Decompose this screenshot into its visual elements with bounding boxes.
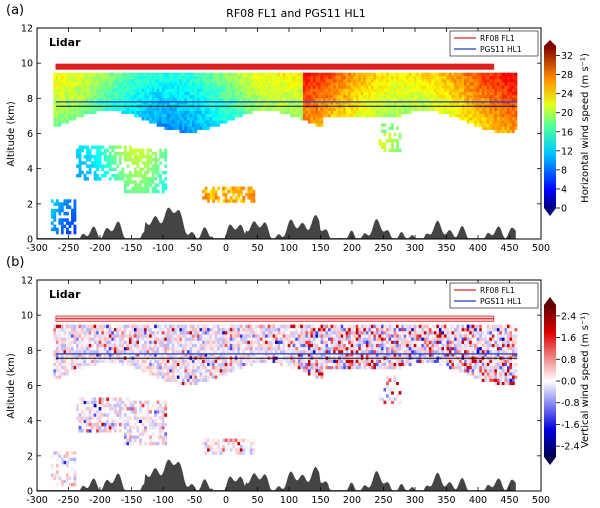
colorbar-tick-label: 16 (561, 127, 573, 138)
panel-a-legend-hl1: PGS11 HL1 (480, 45, 522, 54)
x-tick-label: -200 (89, 495, 111, 506)
x-tick-label: 0 (223, 495, 229, 506)
panel-a-frame (36, 27, 542, 240)
y-tick-label: 2 (27, 451, 33, 462)
x-tick-label: 500 (532, 495, 550, 506)
x-tick-label: -50 (187, 495, 203, 506)
x-tick-label: 250 (374, 243, 392, 254)
colorbar-tick-label: 12 (561, 146, 573, 157)
colorbar-tick-label: 0.0 (561, 377, 576, 388)
y-tick-label: 12 (21, 24, 33, 35)
y-tick-label: 2 (27, 199, 33, 210)
x-tick-label: 200 (343, 495, 361, 506)
x-tick-label: 400 (469, 495, 487, 506)
colorbar-tick-label: 28 (561, 70, 573, 81)
y-tick-label: 10 (21, 311, 33, 322)
y-tick-label: 6 (27, 381, 33, 392)
x-tick-label: -100 (152, 243, 174, 254)
panel-b: (b) -300 -250 -200 -150 -100 -50 0 50 100 150 200 2… (6, 255, 591, 506)
x-tick-label: 50 (251, 243, 263, 254)
x-tick-label: -100 (152, 495, 174, 506)
panel-b-axes: -300 -250 -200 -150 -100 -50 0 50 100 150 200 250 30… (21, 276, 550, 507)
colorbar-tick-label: 0.8 (561, 355, 576, 366)
panel-b-colorbar: -2.4 -1.6 -0.8 0.0 0.8 1.6 2.4 Vertical wind s… (544, 297, 591, 465)
terrain (37, 459, 516, 491)
x-tick-label: 150 (311, 243, 329, 254)
x-tick-label: 50 (251, 495, 263, 506)
x-tick-label: 300 (406, 495, 424, 506)
panel-a-plot-area (37, 63, 518, 239)
panel-a-label: (a) (6, 3, 24, 18)
y-tick-label: 12 (21, 276, 33, 287)
panel-b-colorbar-label: Vertical wind speed (m s⁻¹) (580, 312, 591, 448)
panel-a-colorbar-label: Horizontal wind speed (m s⁻¹) (580, 53, 591, 203)
x-tick-label: 450 (500, 243, 518, 254)
panel-b-legend: RF08 FL1 PGS11 HL1 (449, 282, 539, 309)
terrain (37, 207, 516, 239)
x-tick-label: 0 (223, 243, 229, 254)
colorbar-tick-label: 0 (561, 204, 567, 215)
y-tick-label: 10 (21, 59, 33, 70)
colorbar-tick-label: -0.8 (561, 398, 580, 409)
colorbar-tick-label: 2.4 (561, 311, 576, 322)
x-tick-label: -300 (26, 243, 48, 254)
y-tick-label: 0 (27, 487, 33, 498)
x-tick-label: -150 (121, 243, 143, 254)
colorbar-tick-label: 8 (561, 165, 567, 176)
x-tick-label: 500 (532, 243, 550, 254)
x-tick-label: 350 (437, 243, 455, 254)
y-tick-label: 4 (27, 164, 33, 175)
x-tick-label: -200 (89, 243, 111, 254)
y-tick-label: 6 (27, 129, 33, 140)
x-tick-label: 300 (406, 243, 424, 254)
panel-a-colorbar: 0 4 8 12 16 20 24 28 32 Horizontal wind speed (m… (544, 40, 591, 216)
x-tick-label: 200 (343, 243, 361, 254)
x-tick-label: -50 (187, 243, 203, 254)
panel-b-plot-area (37, 315, 518, 491)
x-tick-label: 350 (437, 495, 455, 506)
y-tick-label: 0 (27, 235, 33, 246)
x-tick-label: 100 (280, 243, 298, 254)
figure-title: RF08 FL1 and PGS11 HL1 (226, 7, 366, 20)
colorbar-tick-label: 4 (561, 184, 567, 195)
panel-b-frame (36, 279, 542, 492)
colorbar-tick-label: 1.6 (561, 333, 576, 344)
panel-a: (a) -300 -250 -200 -150 -100 -50 0 50 100 150 200 2… (6, 3, 591, 254)
x-tick-label: -150 (121, 495, 143, 506)
colorbar-tick-label: 20 (561, 108, 573, 119)
panel-b-label: (b) (6, 255, 24, 270)
panel-b-ylabel: Altitude (km) (6, 353, 17, 419)
x-tick-label: 450 (500, 495, 518, 506)
panel-a-ylabel: Altitude (km) (6, 101, 17, 167)
colorbar-tick-label: -1.6 (561, 420, 580, 431)
y-tick-label: 8 (27, 346, 33, 357)
panel-a-legend-fl1: RF08 FL1 (480, 34, 515, 43)
colorbar-tick-label: 24 (561, 89, 573, 100)
y-tick-label: 8 (27, 94, 33, 105)
x-tick-label: -300 (26, 495, 48, 506)
x-tick-label: 100 (280, 495, 298, 506)
x-tick-label: -250 (58, 495, 80, 506)
panel-a-axes: -300 -250 -200 -150 -100 -50 0 50 100 150 200 250 30… (21, 24, 550, 255)
x-tick-label: -250 (58, 243, 80, 254)
x-tick-label: 150 (311, 495, 329, 506)
panel-a-legend: RF08 FL1 PGS11 HL1 (449, 30, 539, 57)
x-tick-label: 250 (374, 495, 392, 506)
colorbar-tick-label: -2.4 (561, 442, 580, 453)
x-tick-label: 400 (469, 243, 487, 254)
panel-a-inner-label: Lidar (49, 36, 81, 49)
y-tick-label: 4 (27, 416, 33, 427)
colorbar-tick-label: 32 (561, 51, 573, 62)
panel-b-inner-label: Lidar (49, 288, 81, 301)
panel-b-legend-fl1: RF08 FL1 (480, 286, 515, 295)
panel-b-legend-hl1: PGS11 HL1 (480, 297, 522, 306)
